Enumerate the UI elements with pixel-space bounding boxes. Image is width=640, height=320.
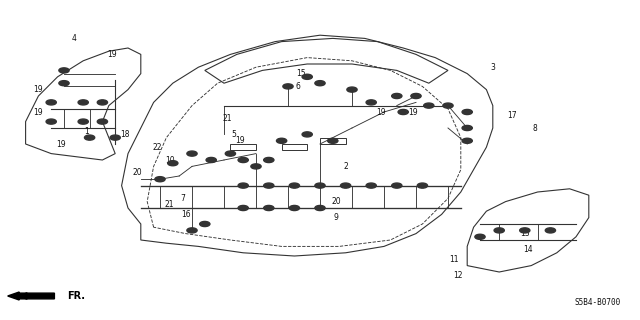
Text: 20: 20: [331, 197, 341, 206]
Circle shape: [366, 100, 376, 105]
Text: 2: 2: [343, 162, 348, 171]
Circle shape: [155, 177, 165, 182]
Circle shape: [78, 119, 88, 124]
Circle shape: [392, 183, 402, 188]
Circle shape: [46, 119, 56, 124]
Text: 22: 22: [152, 143, 161, 152]
Text: 7: 7: [180, 194, 185, 203]
Circle shape: [225, 151, 236, 156]
Circle shape: [392, 93, 402, 99]
Circle shape: [347, 87, 357, 92]
Circle shape: [264, 157, 274, 163]
Circle shape: [97, 119, 108, 124]
Text: 19: 19: [33, 108, 44, 116]
Circle shape: [168, 161, 178, 166]
Circle shape: [187, 151, 197, 156]
Circle shape: [398, 109, 408, 115]
Text: 20: 20: [132, 168, 143, 177]
Text: 19: 19: [408, 108, 418, 116]
Circle shape: [276, 138, 287, 143]
Circle shape: [78, 100, 88, 105]
Text: 21: 21: [223, 114, 232, 123]
Circle shape: [251, 164, 261, 169]
Circle shape: [206, 157, 216, 163]
FancyArrow shape: [8, 292, 54, 300]
Text: 19: 19: [56, 140, 66, 148]
Text: 5: 5: [231, 130, 236, 139]
Circle shape: [238, 205, 248, 211]
Circle shape: [289, 205, 300, 211]
Circle shape: [46, 100, 56, 105]
Text: 19: 19: [107, 50, 117, 59]
Text: 13: 13: [520, 229, 530, 238]
Text: 19: 19: [376, 108, 386, 116]
Circle shape: [315, 205, 325, 211]
FancyBboxPatch shape: [230, 144, 256, 150]
Text: 19: 19: [33, 85, 44, 94]
Text: 19: 19: [235, 136, 245, 145]
Circle shape: [283, 84, 293, 89]
Circle shape: [59, 68, 69, 73]
Text: 3: 3: [490, 63, 495, 72]
Text: 18: 18: [120, 130, 129, 139]
Text: FR.: FR.: [67, 291, 85, 301]
Circle shape: [264, 183, 274, 188]
Circle shape: [315, 183, 325, 188]
Text: 9: 9: [333, 213, 339, 222]
Circle shape: [328, 138, 338, 143]
Text: 14: 14: [523, 245, 533, 254]
Circle shape: [302, 74, 312, 79]
Circle shape: [289, 183, 300, 188]
Circle shape: [462, 109, 472, 115]
Circle shape: [200, 221, 210, 227]
Text: 1: 1: [84, 127, 89, 136]
Text: 17: 17: [507, 111, 517, 120]
Circle shape: [238, 183, 248, 188]
Circle shape: [302, 132, 312, 137]
Circle shape: [59, 81, 69, 86]
Circle shape: [411, 93, 421, 99]
Circle shape: [340, 183, 351, 188]
Circle shape: [494, 228, 504, 233]
Text: 4: 4: [71, 34, 76, 43]
FancyBboxPatch shape: [320, 138, 346, 144]
Text: 11: 11: [450, 255, 459, 264]
Text: 21: 21: [165, 200, 174, 209]
FancyBboxPatch shape: [282, 144, 307, 150]
Circle shape: [264, 205, 274, 211]
Text: 12: 12: [453, 271, 462, 280]
Text: 16: 16: [180, 210, 191, 219]
Circle shape: [475, 234, 485, 239]
Circle shape: [110, 135, 120, 140]
Circle shape: [417, 183, 428, 188]
Circle shape: [366, 183, 376, 188]
Circle shape: [462, 138, 472, 143]
Circle shape: [443, 103, 453, 108]
Circle shape: [424, 103, 434, 108]
Circle shape: [84, 135, 95, 140]
Circle shape: [520, 228, 530, 233]
Text: 10: 10: [164, 156, 175, 164]
Circle shape: [462, 125, 472, 131]
Text: 8: 8: [532, 124, 537, 132]
Text: 6: 6: [295, 82, 300, 91]
Text: S5B4-B0700: S5B4-B0700: [575, 298, 621, 307]
Circle shape: [97, 100, 108, 105]
Circle shape: [545, 228, 556, 233]
Circle shape: [238, 157, 248, 163]
Text: 15: 15: [296, 69, 306, 78]
Circle shape: [315, 81, 325, 86]
Circle shape: [187, 228, 197, 233]
